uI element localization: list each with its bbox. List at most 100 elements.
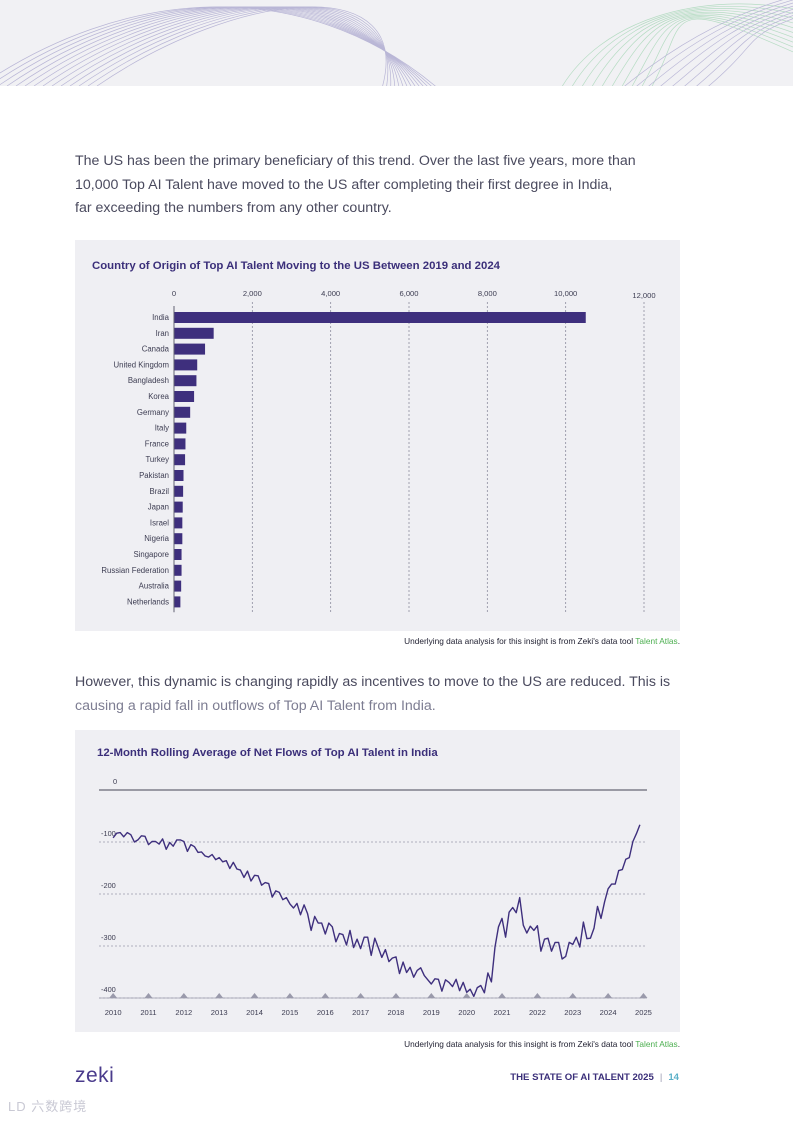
x-tick-label: 2021 (494, 1008, 511, 1017)
wave-line (42, 6, 408, 86)
x-tick-label: 10,000 (554, 289, 577, 298)
category-label: Turkey (145, 455, 169, 464)
x-tick-label: 2023 (564, 1008, 581, 1017)
y-tick-label: -200 (101, 881, 116, 890)
x-tick-label: 2016 (317, 1008, 334, 1017)
x-tick-marker (391, 993, 400, 998)
source-suffix: . (677, 1039, 680, 1049)
bar (174, 501, 183, 513)
x-tick-label: 6,000 (399, 289, 418, 298)
wave-line (624, 0, 784, 86)
bar (174, 517, 183, 529)
wave-line (621, 14, 793, 86)
y-tick-label: -400 (101, 985, 116, 994)
x-tick-label: 2013 (211, 1008, 228, 1017)
bar (174, 422, 187, 434)
watermark: LD 六数跨境 (8, 1099, 88, 1114)
wave-line (0, 6, 428, 86)
transition-line-2: causing a rapid fall in outflows of Top … (75, 697, 436, 714)
category-label: Bangladesh (128, 376, 169, 385)
y-tick-label: 0 (113, 777, 117, 786)
x-tick-label: 4,000 (321, 289, 340, 298)
wave-pattern (0, 0, 793, 86)
wave-line (78, 6, 391, 86)
x-tick-marker (215, 993, 224, 998)
wave-line (601, 11, 793, 86)
x-tick-label: 2017 (352, 1008, 369, 1017)
line-chart: 0 -100 -200 -300 -400 2010 2011 2012 2013 2014 201… (99, 777, 652, 1017)
wave-line (708, 18, 793, 86)
y-tick-label: -100 (101, 829, 116, 838)
category-label: Brazil (150, 487, 170, 496)
x-tick-marker (498, 993, 507, 998)
category-label: Korea (148, 392, 169, 401)
category-label: Japan (148, 503, 169, 512)
category-label: Germany (137, 408, 169, 417)
wave-line (562, 3, 793, 86)
transition-line-1: However, this dynamic is changing rapidl… (75, 674, 671, 690)
wave-line (636, 0, 793, 86)
x-tick-marker (109, 993, 118, 998)
bar (174, 549, 182, 560)
wave-line (641, 17, 793, 86)
zeki-logo: zeki (75, 1064, 115, 1087)
wave-line (648, 2, 793, 86)
wave-line (684, 12, 793, 86)
bar (174, 454, 186, 466)
category-label: Canada (142, 345, 170, 354)
bar (174, 312, 586, 323)
x-tick-marker (604, 993, 613, 998)
category-label: Israel (150, 518, 169, 527)
category-label: Australia (139, 582, 170, 591)
bar (174, 375, 197, 387)
transition-paragraph: However, this dynamic is changing rapidl… (75, 671, 695, 718)
category-label: Singapore (133, 550, 169, 559)
bar-chart: 0 2,000 4,000 6,000 8,000 10,000 12,000 India Ir… (101, 289, 656, 613)
category-label: Italy (155, 424, 169, 433)
x-tick-label: 2015 (281, 1008, 298, 1017)
report-title: THE STATE OF AI TALENT 2025 (510, 1072, 654, 1083)
x-tick-marker (356, 993, 365, 998)
wave-line (592, 10, 793, 86)
bar (174, 343, 206, 355)
bar (174, 327, 214, 339)
intro-line-2: 10,000 Top AI Talent have moved to the U… (75, 176, 613, 193)
bar (174, 596, 181, 608)
wave-line (672, 8, 793, 86)
x-tick-marker (321, 993, 330, 998)
line-chart-source: Underlying data analysis for this insigh… (404, 1039, 680, 1049)
wave-line (631, 16, 793, 86)
category-label: Netherlands (127, 597, 169, 606)
bar-chart-title: Country of Origin of Top AI Talent Movin… (92, 260, 500, 272)
bar (174, 438, 186, 450)
series-line (112, 824, 641, 998)
talent-atlas-link[interactable]: Talent Atlas (635, 1039, 678, 1049)
wave-line (87, 6, 389, 86)
x-tick-label: 2011 (140, 1008, 156, 1017)
bar (174, 359, 198, 371)
footer-report: THE STATE OF AI TALENT 2025 | 14 (510, 1072, 679, 1083)
x-tick-label: 2025 (635, 1008, 652, 1017)
line-chart-panel: 12-Month Rolling Average of Net Flows of… (75, 730, 680, 1032)
x-tick-label: 2,000 (243, 289, 262, 298)
talent-atlas-link[interactable]: Talent Atlas (635, 636, 678, 646)
x-tick-label: 2018 (388, 1008, 405, 1017)
wave-line (651, 18, 793, 86)
category-label: Pakistan (139, 471, 169, 480)
bar (174, 580, 182, 592)
source-prefix: Underlying data analysis for this insigh… (404, 636, 636, 646)
x-tick-label: 2019 (423, 1008, 440, 1017)
x-tick-marker (639, 993, 648, 998)
bar (174, 533, 183, 545)
category-label: France (145, 439, 169, 448)
wave-line (0, 6, 432, 86)
bar-chart-source: Underlying data analysis for this insigh… (404, 636, 680, 646)
x-tick-label: 2022 (529, 1008, 546, 1017)
bar (174, 564, 182, 576)
bar (174, 391, 195, 402)
x-tick-label: 2012 (175, 1008, 192, 1017)
x-tick-label: 0 (172, 289, 176, 298)
x-tick-label: 2020 (458, 1008, 475, 1017)
x-tick-marker (533, 993, 542, 998)
page-number: 14 (668, 1072, 679, 1083)
